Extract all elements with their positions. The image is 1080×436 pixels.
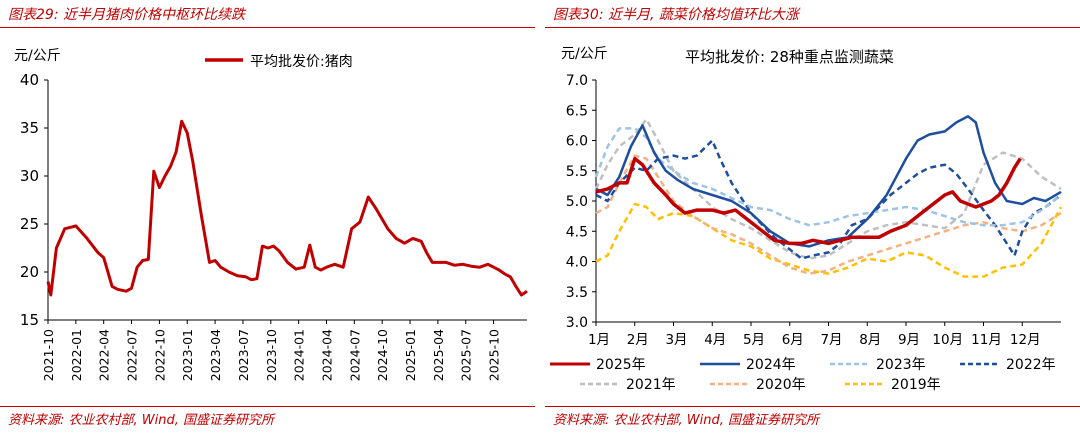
right-x-tick-label: 7月 [820, 332, 842, 348]
left-x-tick-label: 2024-10 [375, 329, 390, 381]
left-legend-label: 平均批发价:猪肉 [250, 54, 353, 70]
legend-label-2024: 2024年 [746, 357, 796, 373]
left-x-tick-label: 2024-07 [347, 329, 362, 381]
right-y-tick-label: 4.0 [566, 255, 588, 271]
left-x-tick-label: 2025-04 [431, 329, 446, 381]
left-source-note: 资料来源: 农业农村部, Wind, 国盛证券研究所 [8, 413, 274, 428]
series-line-pork [46, 119, 528, 297]
left-x-tick-label: 2024-04 [319, 329, 334, 381]
right-x-tick-label: 9月 [898, 332, 920, 348]
left-y-tick-label: 40 [20, 71, 39, 89]
right-x-tick-label: 4月 [704, 332, 726, 348]
right-figure-title: 图表30: 近半月, 蔬菜价格均值环比大涨 [553, 7, 799, 23]
right-y-tick-label: 3.0 [566, 315, 588, 331]
legend-label-2021: 2021年 [626, 377, 676, 393]
left-y-tick-label: 30 [20, 167, 39, 185]
right-y-tick-label: 6.5 [566, 103, 588, 119]
series-line-2025 [595, 156, 1022, 246]
right-bottom-rule [545, 406, 1080, 407]
left-x-tick-label: 2023-04 [208, 329, 223, 381]
right-x-tick-label: 3月 [665, 332, 687, 348]
right-y-tick-label: 5.5 [566, 164, 588, 180]
right-y-tick-label: 6.0 [566, 134, 588, 150]
right-x-tick-label: 12月 [1010, 332, 1041, 348]
right-unit-label: 元/公斤 [561, 46, 608, 62]
left-x-tick-label: 2025-10 [487, 329, 502, 381]
right-y-tick-label: 5.0 [566, 194, 588, 210]
left-y-tick-label: 15 [20, 311, 39, 329]
vegetable-price-panel: 图表30: 近半月, 蔬菜价格均值环比大涨 平均批发价: 28种重点监测蔬菜 元/… [545, 0, 1080, 436]
left-x-tick-label: 2025-07 [459, 329, 474, 381]
left-top-rule [0, 27, 535, 28]
legend-label-2022: 2022年 [1006, 357, 1056, 373]
legend-label-2025: 2025年 [596, 357, 646, 373]
right-x-tick-label: 5月 [743, 332, 765, 348]
pork-price-panel: 图表29: 近半月猪肉价格中枢环比续跌 15 20 25 30 35 40 元/公斤 2021… [0, 0, 535, 436]
legend-label-2019: 2019年 [891, 377, 941, 393]
left-x-tick-label: 2022-10 [152, 329, 167, 381]
left-x-tick-label: 2025-01 [403, 329, 418, 381]
right-x-tick-label: 8月 [859, 332, 881, 348]
right-x-tick-label: 10月 [932, 332, 963, 348]
right-y-tick-label: 4.5 [566, 224, 588, 240]
right-x-tick-label: 11月 [971, 332, 1002, 348]
left-y-tick-label: 25 [20, 215, 39, 233]
vegetable-price-chart: 平均批发价: 28种重点监测蔬菜 元/公斤 3.0 3.5 4.0 4.5 5.0 5.5 6.… [550, 46, 1063, 393]
right-x-tick-label: 1月 [588, 332, 610, 348]
right-x-tick-label: 2月 [627, 332, 649, 348]
left-figure-title: 图表29: 近半月猪肉价格中枢环比续跌 [8, 7, 245, 23]
series-line-2020 [595, 154, 1062, 275]
left-x-tick-label: 2023-07 [236, 329, 251, 381]
left-x-tick-label: 2023-01 [180, 329, 195, 381]
left-x-tick-label: 2022-04 [97, 329, 112, 381]
left-x-tick-label: 2024-01 [292, 329, 307, 381]
legend-label-2020: 2020年 [756, 377, 806, 393]
right-y-tick-label: 7.0 [566, 73, 588, 89]
right-x-tick-label: 6月 [782, 332, 804, 348]
series-line-2019 [595, 202, 1063, 278]
right-y-tick-label: 3.5 [566, 285, 588, 301]
left-bottom-rule [0, 406, 535, 407]
left-y-tick-label: 35 [20, 119, 39, 137]
left-x-tick-label: 2023-10 [264, 329, 279, 381]
pork-price-chart: 15 20 25 30 35 40 元/公斤 2021-10 2022-01 2022-04 202… [14, 48, 528, 381]
left-x-tick-label: 2022-07 [125, 329, 140, 381]
series-line-2022 [595, 139, 1062, 260]
right-top-rule [545, 27, 1080, 28]
legend-label-2023: 2023年 [876, 357, 926, 373]
series-line-2021 [594, 118, 1062, 260]
series-line-2023 [594, 127, 1062, 227]
left-x-tick-label: 2021-10 [41, 329, 56, 381]
left-unit-label: 元/公斤 [14, 48, 61, 64]
series-line-2024 [595, 115, 1062, 248]
left-y-tick-label: 20 [20, 263, 39, 281]
right-source-note: 资料来源: 农业农村部, Wind, 国盛证券研究所 [553, 413, 819, 428]
left-x-tick-label: 2022-01 [69, 329, 84, 381]
right-chart-title: 平均批发价: 28种重点监测蔬菜 [685, 48, 894, 66]
